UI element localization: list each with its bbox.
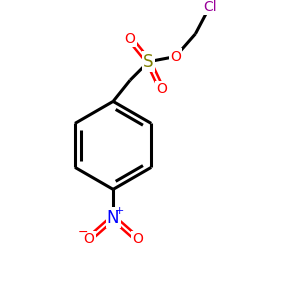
- Text: O: O: [84, 232, 94, 246]
- Text: O: O: [156, 82, 167, 96]
- Text: Cl: Cl: [203, 0, 216, 14]
- Text: +: +: [115, 206, 124, 217]
- Text: N: N: [107, 209, 119, 227]
- Text: O: O: [132, 232, 143, 246]
- Text: O: O: [170, 50, 181, 64]
- Text: S: S: [143, 53, 154, 71]
- Text: O: O: [125, 32, 136, 46]
- Text: −: −: [77, 226, 88, 239]
